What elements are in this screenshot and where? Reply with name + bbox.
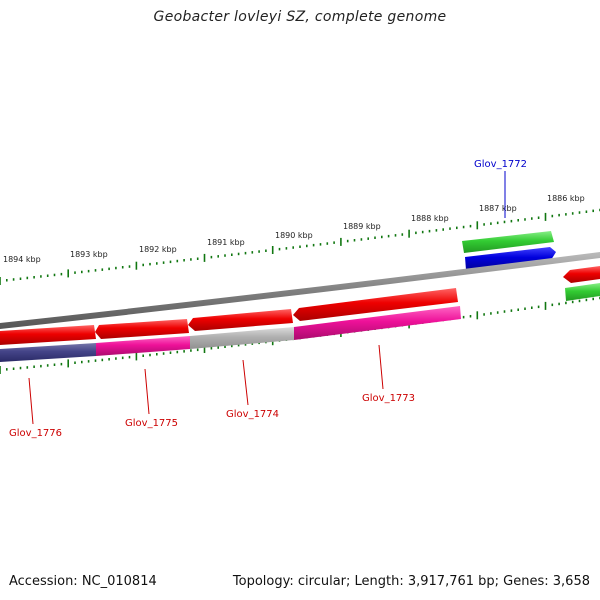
gene-arrow-green-1[interactable] — [462, 231, 554, 253]
leader-line-glov1773 — [378, 344, 384, 390]
gene-label-glov1775[interactable]: Glov_1775 — [125, 418, 178, 429]
gene-labels: Glov_1772 Glov_1773 Glov_1774 Glov_1775 … — [9, 159, 527, 439]
cds-arrow-red-1773[interactable] — [293, 288, 458, 321]
genome-backbone — [0, 252, 600, 329]
cds-arrow-red-right[interactable] — [563, 266, 600, 283]
gene-bar-gray-glov1774[interactable] — [190, 327, 294, 349]
gene-label-glov1773[interactable]: Glov_1773 — [362, 393, 415, 404]
kbp-label-1892: 1892 kbp — [139, 245, 177, 254]
gene-bar-magenta-glov1775[interactable] — [96, 336, 190, 356]
leader-line-glov1774 — [242, 359, 249, 406]
cds-arrow-red-1776[interactable] — [0, 325, 96, 345]
map-title: Geobacter lovleyi SZ, complete genome — [153, 9, 447, 25]
gene-label-glov1772[interactable]: Glov_1772 — [474, 159, 527, 170]
gene-arrow-blue-glov1772[interactable] — [465, 247, 556, 270]
cds-arrow-red-1775[interactable] — [95, 319, 189, 339]
kbp-label-1887: 1887 kbp — [479, 204, 517, 213]
leader-line-glov1775 — [144, 368, 150, 415]
gene-label-glov1776[interactable]: Glov_1776 — [9, 428, 62, 439]
outer-scale-ticks — [0, 208, 600, 285]
accession-text: Accession: NC_010814 — [9, 574, 157, 589]
gene-label-glov1774[interactable]: Glov_1774 — [226, 409, 279, 420]
kbp-label-1893: 1893 kbp — [70, 250, 108, 259]
forward-strand-genes — [462, 231, 600, 301]
kbp-label-1890: 1890 kbp — [275, 231, 313, 240]
kbp-label-1888: 1888 kbp — [411, 214, 449, 223]
kbp-label-1894: 1894 kbp — [3, 255, 41, 264]
kbp-label-1889: 1889 kbp — [343, 222, 381, 231]
reverse-strand-genes — [0, 306, 461, 362]
kbp-label-1891: 1891 kbp — [207, 238, 245, 247]
gene-bar-navy-glov1776[interactable] — [0, 343, 96, 362]
gene-bar-magenta-glov1773[interactable] — [294, 306, 461, 340]
leader-line-glov1776 — [28, 377, 34, 425]
topology-text: Topology: circular; Length: 3,917,761 bp… — [232, 574, 590, 589]
cds-arrow-red-1774[interactable] — [188, 309, 293, 331]
kbp-label-1886: 1886 kbp — [547, 194, 585, 203]
scale-labels: 1894 kbp 1893 kbp 1892 kbp 1891 kbp 1890… — [3, 194, 585, 264]
gene-arrow-green-2[interactable] — [565, 283, 600, 301]
cds-arrows-red — [0, 266, 600, 345]
label-leader-lines — [28, 171, 506, 425]
